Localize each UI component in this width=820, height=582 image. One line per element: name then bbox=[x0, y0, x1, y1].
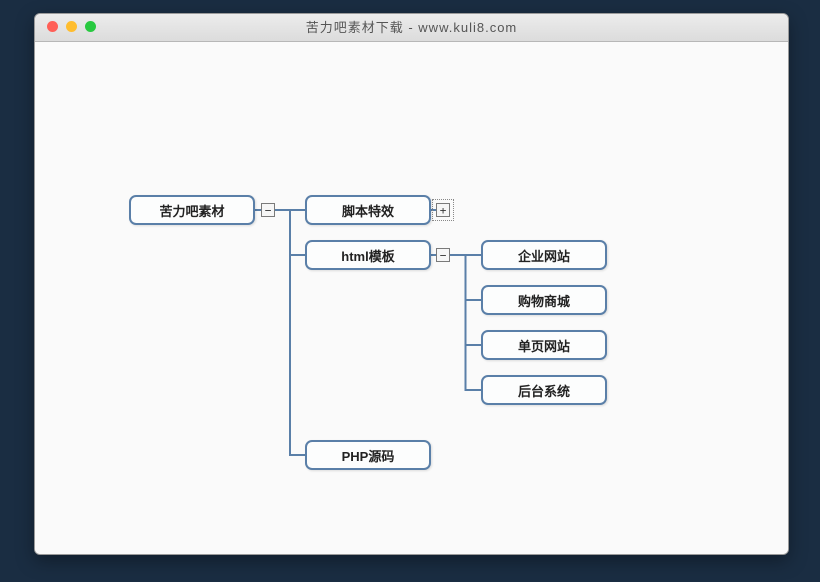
window-title: 苦力吧素材下载 - www.kuli8.com bbox=[35, 14, 788, 41]
minus-icon: − bbox=[265, 205, 272, 216]
node-enterprise-site[interactable]: 企业网站 bbox=[481, 240, 607, 270]
node-label: 企业网站 bbox=[518, 246, 570, 265]
collapse-toggle-c2[interactable]: − bbox=[436, 248, 450, 262]
node-html-templates[interactable]: html模板 bbox=[305, 240, 431, 270]
node-single-page[interactable]: 单页网站 bbox=[481, 330, 607, 360]
node-label: 后台系统 bbox=[518, 381, 570, 400]
node-php-source[interactable]: PHP源码 bbox=[305, 440, 431, 470]
node-label: 脚本特效 bbox=[342, 201, 394, 220]
browser-window: 苦力吧素材下载 - www.kuli8.com 苦力吧素材 脚本特效 html模… bbox=[34, 13, 789, 555]
plus-icon: + bbox=[440, 205, 447, 216]
mindmap-canvas: 苦力吧素材 脚本特效 html模板 PHP源码 企业网站 购物商城 单页网站 后… bbox=[35, 42, 788, 554]
node-label: 苦力吧素材 bbox=[159, 201, 224, 220]
node-label: 单页网站 bbox=[518, 336, 570, 355]
node-label: 购物商城 bbox=[518, 291, 570, 310]
node-root[interactable]: 苦力吧素材 bbox=[129, 195, 255, 225]
node-shopping-mall[interactable]: 购物商城 bbox=[481, 285, 607, 315]
connector-layer bbox=[35, 42, 788, 554]
minus-icon: − bbox=[440, 250, 447, 261]
node-backend-system[interactable]: 后台系统 bbox=[481, 375, 607, 405]
node-label: html模板 bbox=[341, 246, 394, 265]
node-script-effects[interactable]: 脚本特效 bbox=[305, 195, 431, 225]
node-label: PHP源码 bbox=[342, 446, 395, 465]
expand-toggle-c1[interactable]: + bbox=[436, 203, 450, 217]
titlebar: 苦力吧素材下载 - www.kuli8.com bbox=[35, 14, 788, 42]
collapse-toggle-root[interactable]: − bbox=[261, 203, 275, 217]
